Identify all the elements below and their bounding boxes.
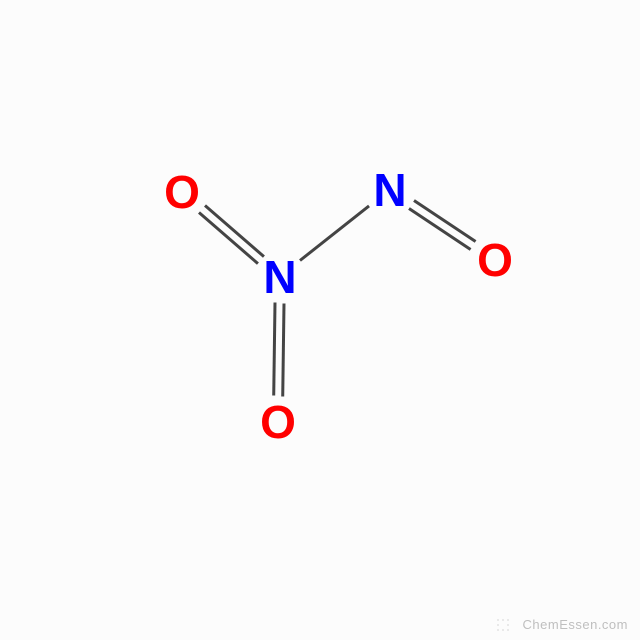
- watermark-text: ChemEssen.com: [523, 617, 628, 632]
- atom-o3: O: [260, 399, 296, 445]
- atom-o2: O: [477, 237, 513, 283]
- bond-line: [198, 211, 259, 264]
- atom-n1: N: [263, 254, 296, 300]
- atom-o1: O: [164, 169, 200, 215]
- watermark-qr-icon: [496, 618, 510, 632]
- structure-canvas: ChemEssen.com O N N O O: [0, 0, 640, 640]
- bond-line: [272, 303, 276, 396]
- bond-line: [408, 207, 471, 251]
- bond-line: [281, 303, 285, 396]
- bond-line: [204, 204, 265, 257]
- bond-line: [299, 205, 370, 262]
- bond-line: [413, 199, 476, 243]
- atom-n2: N: [373, 167, 406, 213]
